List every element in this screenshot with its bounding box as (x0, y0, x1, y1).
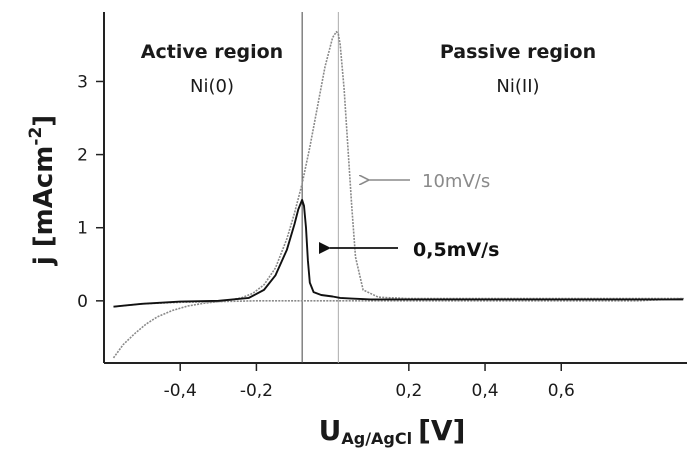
vertical-reference-lines (301, 12, 339, 363)
y-tick-label: 2 (77, 146, 88, 166)
series-line-05mv (113, 198, 684, 308)
active-region-title: Active region (141, 41, 283, 63)
y-tick-label: 3 (77, 72, 88, 92)
passive-region-title: Passive region (440, 41, 596, 63)
x-tick-label: 0,6 (548, 381, 575, 401)
x-tick-label: -0,2 (240, 381, 273, 401)
active-region-species: Ni(0) (190, 76, 234, 97)
label-05mv: 0,5mV/s (413, 239, 499, 261)
x-tick-label: -0,4 (164, 381, 197, 401)
x-ticks: -0,4 -0,2 0,2 0,4 0,6 (164, 363, 575, 401)
x-axis-label: UAg/AgCl [V] (319, 414, 466, 448)
label-10mv: 10mV/s (422, 171, 490, 192)
y-tick-label: 1 (77, 219, 88, 239)
y-axis-label: j [mAcm-2] (26, 115, 59, 266)
y-tick-label: 0 (77, 292, 88, 312)
x-tick-label: 0,4 (472, 381, 499, 401)
passive-region-species: Ni(II) (496, 76, 539, 97)
x-tick-label: 0,2 (395, 381, 422, 401)
series-layer (112, 30, 685, 359)
y-ticks: 0 1 2 3 (77, 72, 104, 312)
